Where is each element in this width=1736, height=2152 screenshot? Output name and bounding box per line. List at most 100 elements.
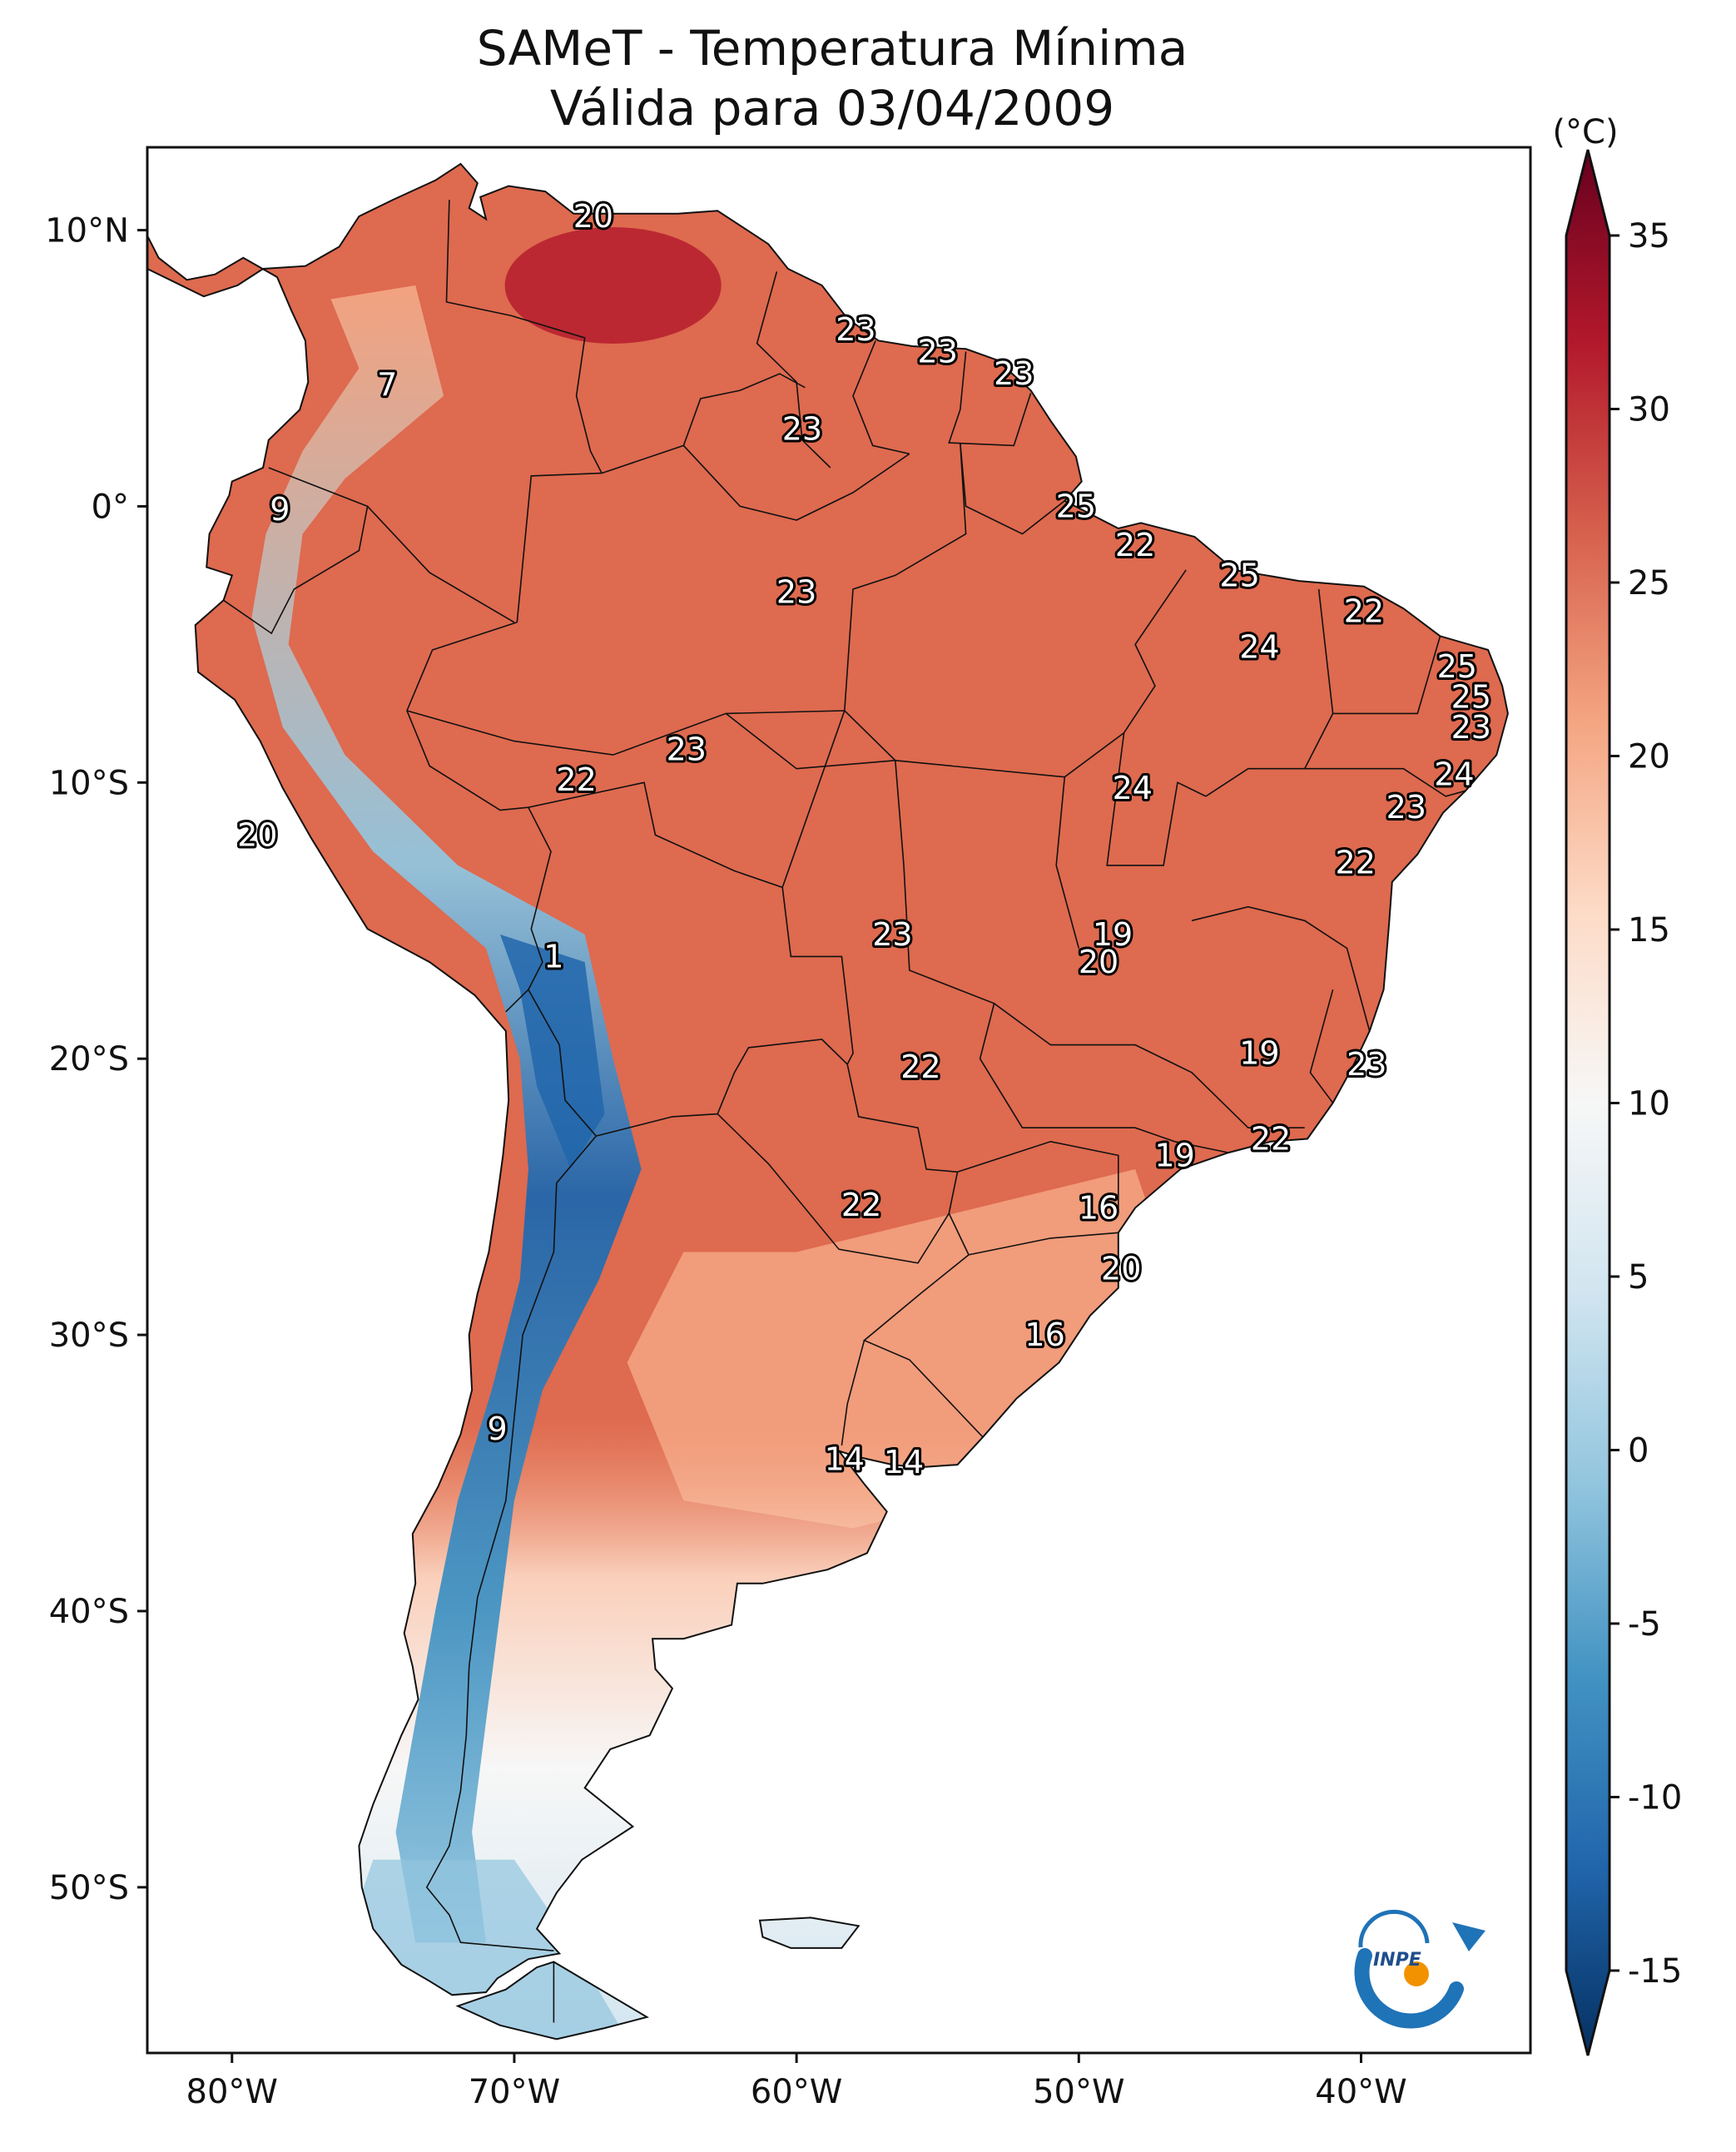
logo-orbit-icon <box>1358 1910 1430 1948</box>
logo-sun-icon <box>1404 1961 1429 1986</box>
border-line <box>979 1003 1229 1153</box>
altiplano-cold <box>500 934 605 1169</box>
station-label: 23 <box>782 411 822 448</box>
logo-arrow-icon <box>1452 1922 1486 1951</box>
station-label: 1 <box>543 938 563 974</box>
lat-tick-label: 10°N <box>45 212 129 250</box>
colorbar-tick-label: -5 <box>1628 1605 1661 1644</box>
lon-tick-label: 50°W <box>1033 2073 1124 2111</box>
colorbar-tick-label: 25 <box>1628 564 1670 602</box>
lat-tick-label: 30°S <box>49 1316 129 1355</box>
border-line <box>425 1135 597 1951</box>
station-label: 23 <box>1386 789 1426 826</box>
lon-tick-label: 40°W <box>1315 2073 1406 2111</box>
map-title-line1: SAMeT - Temperatura Mínima <box>477 20 1188 77</box>
border-line <box>968 1232 1118 1256</box>
station-label: 23 <box>1451 709 1491 746</box>
border-line <box>1332 636 1441 715</box>
border-line <box>1055 776 1080 949</box>
border-line <box>725 712 895 770</box>
border-line <box>756 271 831 469</box>
station-label: 23 <box>776 573 816 610</box>
lon-tick-label: 80°W <box>186 2073 278 2111</box>
logo-text: INPE <box>1373 1950 1421 1971</box>
station-label: 19 <box>1239 1035 1279 1072</box>
border-line <box>1123 569 1187 734</box>
border-line <box>844 443 967 712</box>
map-frame <box>146 146 1532 2055</box>
station-label: 20 <box>1079 944 1118 980</box>
colorbar: (°C) 35 30 25 20 15 10 5 0 -5 -10 -15 <box>1552 113 1682 2056</box>
station-label: 9 <box>270 491 290 528</box>
station-label: 22 <box>841 1187 881 1223</box>
station-label: 24 <box>1239 629 1279 666</box>
station-label: 22 <box>1115 527 1155 563</box>
colorbar-tick-label: 20 <box>1628 738 1670 776</box>
station-label: 24 <box>1434 756 1474 792</box>
colorbar-tick-label: 30 <box>1628 391 1670 429</box>
border-line <box>852 340 910 455</box>
station-label: 22 <box>1251 1121 1291 1158</box>
station-label: 23 <box>872 916 912 953</box>
colorbar-tick-label: 0 <box>1628 1432 1649 1470</box>
colorbar-tick-label: 5 <box>1628 1258 1649 1297</box>
inpe-logo: INPE <box>1354 1910 1486 2029</box>
lon-tick-label: 70°W <box>469 2073 560 2111</box>
lat-tick-label: 10°S <box>49 764 129 802</box>
station-label: 16 <box>1079 1189 1118 1226</box>
station-label: 22 <box>556 761 596 798</box>
station-label: 23 <box>1347 1046 1386 1083</box>
border-line <box>1191 905 1371 1032</box>
border-line <box>895 760 1305 1128</box>
colorbar-tick-label: 35 <box>1628 217 1670 255</box>
station-label: 20 <box>573 198 613 235</box>
colorbar-tick-label: -10 <box>1628 1779 1682 1817</box>
warm-anomaly <box>504 226 722 344</box>
station-label: 14 <box>825 1440 865 1477</box>
border-line <box>445 200 603 474</box>
station-label: 22 <box>1336 845 1376 881</box>
lat-tick-label: 40°S <box>49 1593 129 1631</box>
border-line <box>406 710 1125 778</box>
border-line <box>781 710 846 888</box>
station-label: 22 <box>900 1049 940 1085</box>
map-title-line2: Válida para 03/04/2009 <box>550 80 1114 136</box>
station-label: 19 <box>1154 1137 1194 1173</box>
colorbar-tick-label: 10 <box>1628 1085 1670 1123</box>
border-line <box>596 1039 848 1137</box>
border-line <box>682 444 910 521</box>
border-line <box>1304 767 1466 797</box>
station-label: 20 <box>1101 1250 1141 1287</box>
country-borders <box>223 200 1466 2023</box>
station-label: 23 <box>836 311 875 348</box>
border-line <box>960 443 1065 535</box>
logo-arc-icon <box>1354 1948 1464 2029</box>
border-line <box>406 622 528 811</box>
station-label: 25 <box>1437 648 1477 685</box>
lat-tick-label: 20°S <box>49 1040 129 1078</box>
colorbar-tick-label: 15 <box>1628 911 1670 950</box>
border-line <box>1106 732 1207 866</box>
latitude-ticks: 10°N 0° 10°S 20°S 30°S 40°S 50°S <box>45 212 147 1907</box>
station-label: 23 <box>994 355 1034 392</box>
border-line <box>367 505 515 623</box>
station-label: 9 <box>488 1411 508 1447</box>
station-label: 25 <box>1219 557 1259 593</box>
longitude-ticks: 80°W 70°W 60°W 50°W 40°W <box>186 2053 1407 2111</box>
border-line <box>957 1140 1119 1211</box>
border-line <box>717 1113 950 1264</box>
border-line <box>601 373 806 474</box>
border-line <box>1309 989 1334 1103</box>
station-label: 24 <box>1113 770 1153 806</box>
border-line <box>841 1340 866 1446</box>
station-label: 7 <box>377 366 397 403</box>
lon-tick-label: 60°W <box>751 2073 842 2111</box>
station-label: 20 <box>237 816 277 853</box>
border-line <box>505 988 597 1137</box>
station-label: 23 <box>667 731 707 768</box>
station-label: 22 <box>1344 593 1384 630</box>
station-label: 19 <box>1093 916 1133 953</box>
station-label: 23 <box>918 334 958 370</box>
